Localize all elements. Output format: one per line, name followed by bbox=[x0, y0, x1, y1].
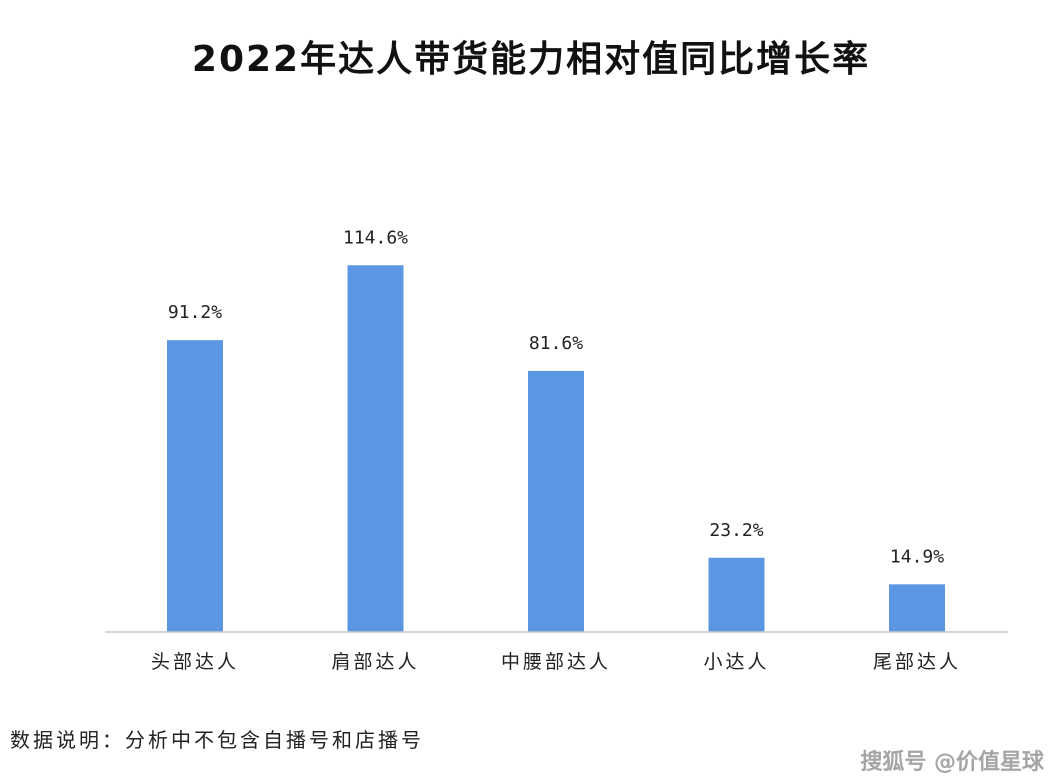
bar-2 bbox=[528, 370, 584, 632]
value-label-2: 81.6% bbox=[529, 333, 583, 354]
chart-title: 2022年达人带货能力相对值同比增长率 bbox=[191, 39, 871, 80]
watermark: 搜狐号 @价值星球 bbox=[860, 750, 1044, 775]
category-label-0: 头部达人 bbox=[151, 651, 239, 673]
value-label-3: 23.2% bbox=[709, 520, 763, 541]
category-label-3: 小达人 bbox=[703, 651, 769, 673]
category-label-1: 肩部达人 bbox=[331, 651, 419, 673]
value-label-0: 91.2% bbox=[168, 302, 222, 323]
bar-4 bbox=[889, 584, 945, 632]
bars-group bbox=[167, 265, 945, 632]
category-label-2: 中腰部达人 bbox=[501, 651, 611, 673]
bar-0 bbox=[167, 340, 223, 632]
value-label-1: 114.6% bbox=[343, 227, 408, 248]
value-label-4: 14.9% bbox=[890, 546, 944, 567]
data-note: 数据说明：分析中不包含自播号和店播号 bbox=[10, 728, 424, 752]
labels-group: 91.2% 头部达人 114.6% 肩部达人 81.6% 中腰部达人 23.2% 小达人 14.… bbox=[151, 227, 961, 673]
category-label-4: 尾部达人 bbox=[873, 651, 961, 673]
bar-1 bbox=[347, 265, 404, 632]
bar-3 bbox=[708, 557, 765, 632]
